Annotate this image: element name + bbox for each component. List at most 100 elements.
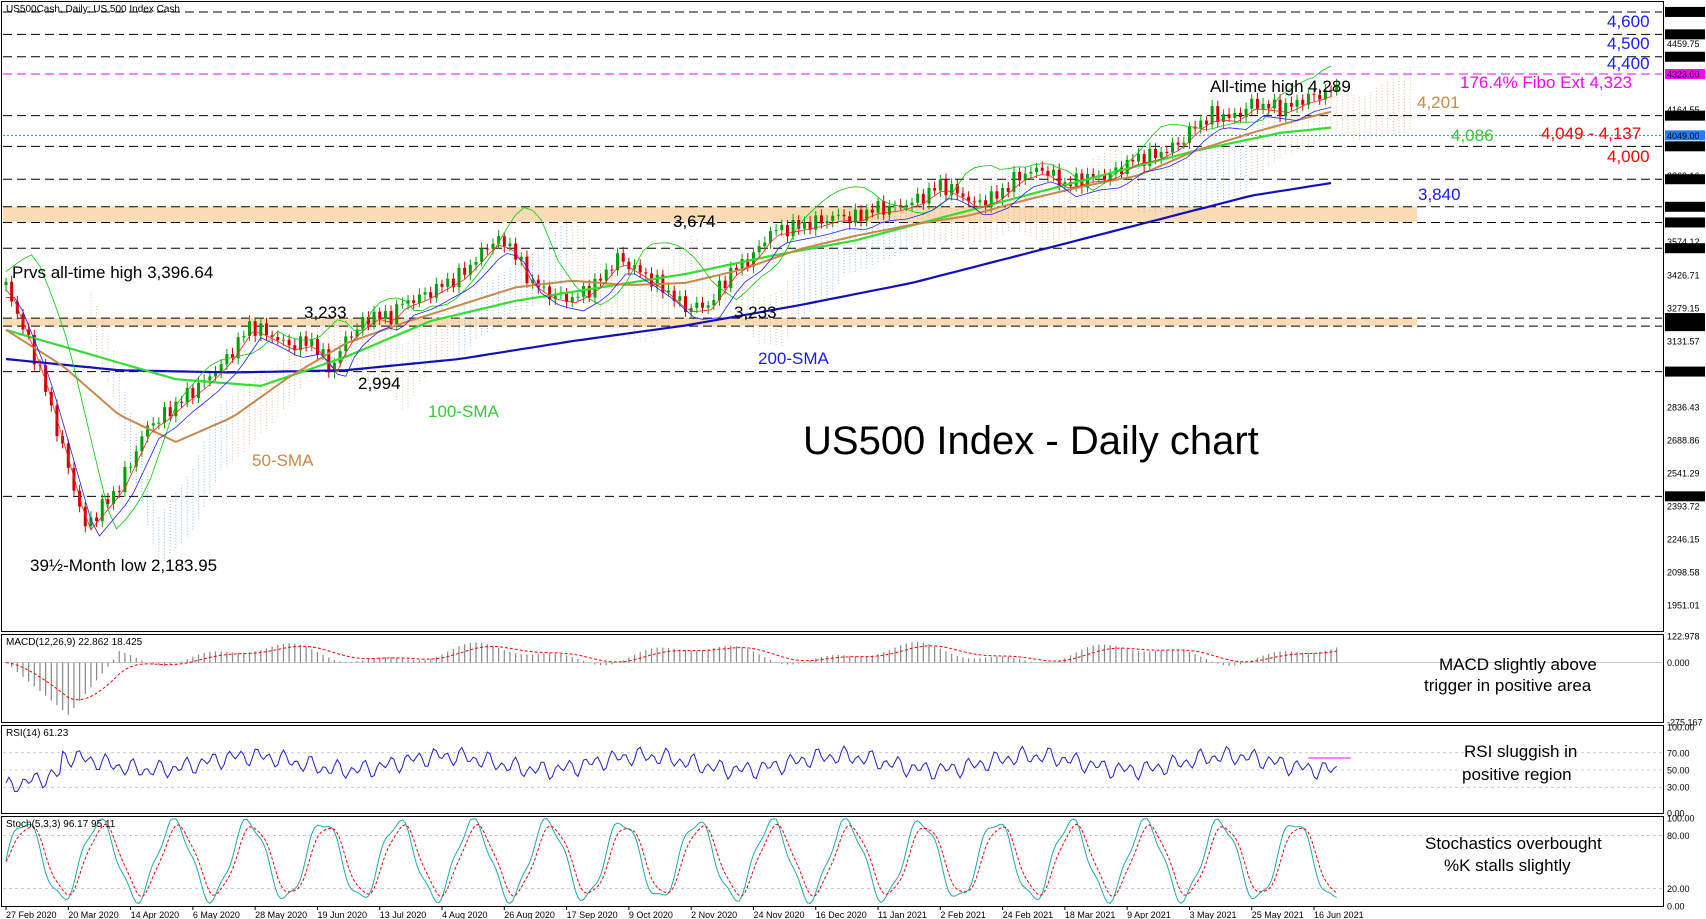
candle-body xyxy=(1261,103,1265,109)
stoch-d-line xyxy=(5,823,1338,898)
candle-body xyxy=(55,405,59,437)
candle-body xyxy=(349,336,353,338)
label-200-sma: 200-SMA xyxy=(758,349,830,368)
candle-body xyxy=(231,354,234,359)
candle-body xyxy=(950,184,954,196)
candle-body xyxy=(1057,169,1061,186)
candle-body xyxy=(1250,98,1254,109)
candle-body xyxy=(1306,93,1310,105)
candle-body xyxy=(695,302,699,308)
price-axis-label: 2836.43 xyxy=(1667,402,1700,412)
candle-body xyxy=(457,267,461,288)
candle-body xyxy=(264,323,268,336)
candle-body xyxy=(400,303,404,305)
candle-body xyxy=(276,337,280,341)
candle-body xyxy=(253,321,257,336)
price-tag-bg xyxy=(1665,68,1705,79)
candle-body xyxy=(191,388,195,398)
candle-body xyxy=(729,267,733,289)
label-fibo: 176.4% Fibo Ext 4,323 xyxy=(1460,73,1632,92)
date-tick-label: 2 Nov 2020 xyxy=(691,910,737,919)
candle-body xyxy=(565,292,569,303)
candle-body xyxy=(706,305,710,308)
label-4086: 4,086 xyxy=(1451,126,1494,145)
candle-body xyxy=(129,466,133,468)
candle-body xyxy=(1295,99,1299,107)
price-axis-label: 2994.00 xyxy=(1667,367,1700,377)
candle-body xyxy=(887,205,891,215)
candle-body xyxy=(610,269,614,271)
candle-body xyxy=(1148,148,1152,166)
macd-note-line2: trigger in positive area xyxy=(1424,676,1592,695)
candle-body xyxy=(734,267,738,270)
candle-body xyxy=(1278,99,1282,117)
candle-body xyxy=(933,187,937,191)
candle-body xyxy=(1023,173,1027,181)
price-axis-label: 4500.00 xyxy=(1667,30,1700,40)
candle-body xyxy=(480,248,484,262)
label-3233-left: 3,233 xyxy=(304,303,347,322)
rsi-axis-label: 100.00 xyxy=(1667,723,1695,733)
price-axis-label: 4323.00 xyxy=(1667,69,1700,79)
candle-body xyxy=(1046,170,1050,176)
candle-body xyxy=(72,467,76,491)
stoch-note-line1: Stochastics overbought xyxy=(1425,834,1602,853)
candle-body xyxy=(485,248,489,250)
candle-body xyxy=(1187,126,1191,143)
candle-body xyxy=(825,221,829,224)
candle-body xyxy=(791,220,795,237)
candle-body xyxy=(763,242,767,247)
candle-body xyxy=(1238,112,1242,118)
candle-body xyxy=(1125,159,1129,175)
zone-0 xyxy=(3,206,1417,223)
candle-body xyxy=(1035,167,1039,172)
stoch-axis-label: 20.00 xyxy=(1667,884,1690,894)
candle-body xyxy=(270,335,274,338)
candle-body xyxy=(1029,171,1033,174)
candle-body xyxy=(882,201,886,215)
candle-body xyxy=(1091,173,1095,178)
candle-body xyxy=(689,307,693,313)
price-tag-bg xyxy=(1665,366,1705,377)
date-tick-label: 6 May 2020 xyxy=(193,910,240,919)
price-axis-label: 3233.00 xyxy=(1667,314,1700,324)
price-tag-bg xyxy=(1665,141,1705,152)
candle-body xyxy=(417,294,421,303)
candle-body xyxy=(740,259,744,270)
candle-body xyxy=(468,264,472,275)
candle-body xyxy=(106,499,110,504)
candle-body xyxy=(814,215,818,230)
candle-body xyxy=(1153,148,1157,158)
candle-body xyxy=(1204,120,1208,125)
candle-body xyxy=(938,179,942,191)
candle-body xyxy=(927,187,931,204)
stoch-panel-frame xyxy=(1,816,1664,907)
rsi-header: RSI(14) 61.23 xyxy=(6,728,69,739)
candle-body xyxy=(180,401,184,403)
candle-body xyxy=(123,467,127,493)
candle-body xyxy=(531,279,535,284)
candle-body xyxy=(700,302,704,308)
candle-body xyxy=(916,193,920,203)
candle-body xyxy=(508,243,512,247)
rsi-note-line1: RSI sluggish in xyxy=(1464,742,1577,761)
candle-body xyxy=(984,200,988,207)
candle-body xyxy=(134,451,138,467)
candle-body xyxy=(66,443,70,468)
stoch-layer: 100.00 80.00 20.00 0.00 xyxy=(3,814,1695,912)
candle-body xyxy=(185,388,189,403)
candle-body xyxy=(1301,99,1305,105)
candle-body xyxy=(989,191,993,207)
candle-body xyxy=(944,179,948,196)
ichimoku-line-0 xyxy=(5,65,1332,530)
label-2994: 2,994 xyxy=(358,374,401,393)
rsi-axis-label: 0.00 xyxy=(1667,809,1685,819)
candle-body xyxy=(247,321,251,337)
price-axis-label: 1951.01 xyxy=(1667,601,1700,611)
candle-body xyxy=(208,376,212,381)
candle-body xyxy=(627,261,631,270)
candle-body xyxy=(893,204,897,206)
label-range: 4,049 - 4,137 xyxy=(1541,124,1641,143)
stoch-axis-label: 80.00 xyxy=(1667,831,1690,841)
candle-body xyxy=(1159,152,1163,158)
